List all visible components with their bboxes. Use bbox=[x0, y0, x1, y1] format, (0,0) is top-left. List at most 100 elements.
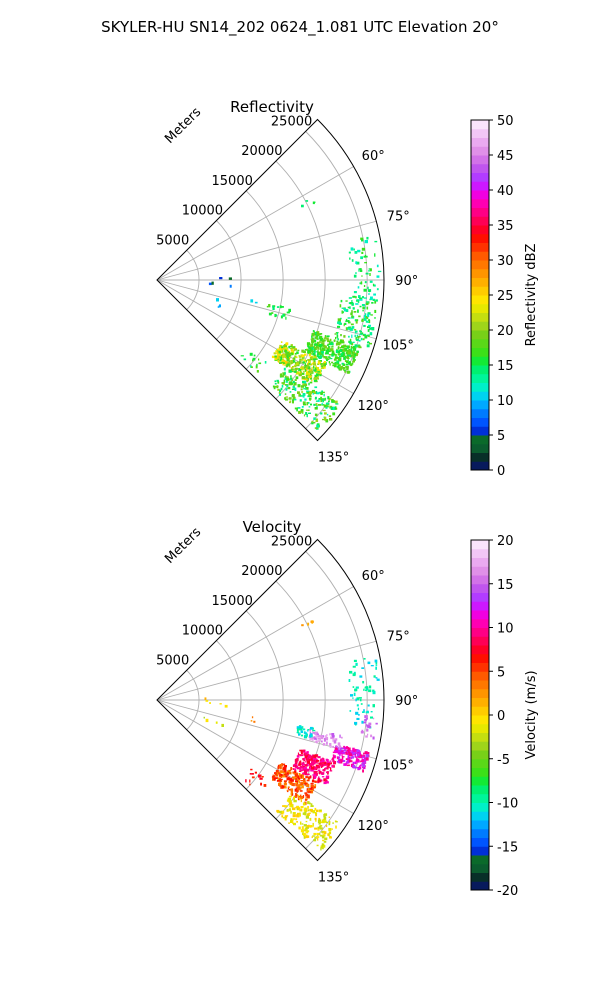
data-point bbox=[292, 386, 295, 388]
data-point bbox=[322, 355, 324, 357]
data-point bbox=[340, 299, 343, 303]
data-point bbox=[338, 358, 340, 361]
colorbar-segment bbox=[471, 277, 489, 287]
data-point bbox=[284, 375, 287, 378]
data-point bbox=[314, 737, 318, 740]
data-point bbox=[344, 369, 346, 372]
data-point bbox=[355, 766, 359, 769]
data-point bbox=[333, 358, 337, 361]
data-point bbox=[316, 376, 319, 379]
data-point bbox=[295, 784, 299, 786]
data-point bbox=[372, 690, 376, 695]
data-point bbox=[357, 753, 360, 756]
data-point bbox=[309, 391, 312, 395]
data-point bbox=[347, 317, 351, 319]
data-point bbox=[323, 840, 327, 843]
data-point bbox=[318, 391, 321, 394]
data-point bbox=[295, 376, 299, 380]
data-point bbox=[361, 667, 365, 669]
data-point bbox=[317, 404, 321, 406]
data-point bbox=[302, 394, 305, 398]
data-point bbox=[313, 377, 316, 380]
data-point bbox=[343, 357, 346, 360]
data-point bbox=[309, 728, 311, 732]
data-point bbox=[306, 783, 310, 788]
data-point bbox=[284, 363, 286, 366]
data-point bbox=[302, 393, 306, 396]
data-point bbox=[359, 752, 362, 756]
data-point bbox=[313, 354, 316, 357]
data-point bbox=[299, 395, 303, 397]
data-point bbox=[339, 357, 342, 360]
data-point bbox=[352, 326, 355, 329]
data-point bbox=[320, 734, 322, 737]
data-point bbox=[322, 418, 326, 421]
data-point bbox=[298, 781, 300, 783]
data-point bbox=[301, 749, 305, 752]
data-point bbox=[312, 201, 315, 205]
data-point bbox=[211, 281, 214, 285]
data-point bbox=[363, 334, 365, 337]
data-point bbox=[308, 754, 312, 759]
data-point bbox=[328, 816, 331, 818]
data-point bbox=[287, 363, 290, 366]
data-point bbox=[367, 733, 369, 736]
data-point bbox=[333, 755, 336, 759]
data-point bbox=[374, 317, 376, 319]
data-point bbox=[281, 355, 285, 359]
radial-tick-label: 20000 bbox=[241, 564, 282, 579]
data-point bbox=[313, 358, 316, 361]
data-point bbox=[341, 755, 344, 760]
data-point bbox=[275, 777, 279, 779]
data-point bbox=[314, 350, 316, 354]
data-point bbox=[364, 721, 366, 723]
data-point bbox=[306, 758, 310, 761]
data-point bbox=[341, 362, 344, 365]
colorbar-segment bbox=[471, 303, 489, 313]
data-point bbox=[345, 318, 348, 322]
data-point bbox=[363, 658, 366, 660]
data-point bbox=[309, 737, 312, 741]
data-point bbox=[271, 776, 276, 778]
panel-reflectivity: Reflectivity 5000 10000 15000 20000 25000 Mete… bbox=[156, 98, 539, 479]
data-point bbox=[304, 755, 308, 759]
data-point bbox=[337, 321, 339, 324]
data-point bbox=[328, 354, 331, 356]
data-point bbox=[316, 373, 319, 377]
data-point bbox=[321, 843, 324, 847]
colorbar-segment bbox=[471, 207, 489, 217]
data-point bbox=[299, 790, 303, 792]
data-point bbox=[323, 361, 326, 364]
data-point bbox=[362, 338, 365, 341]
radial-tick-label: 5000 bbox=[156, 653, 189, 668]
data-point bbox=[326, 771, 329, 774]
data-point bbox=[312, 729, 316, 732]
data-point bbox=[303, 757, 306, 761]
data-point bbox=[297, 795, 299, 799]
data-point bbox=[332, 363, 336, 365]
data-point bbox=[326, 337, 329, 341]
data-point bbox=[279, 784, 282, 787]
data-point bbox=[356, 749, 359, 752]
data-point bbox=[290, 810, 292, 814]
colorbar-segment bbox=[471, 190, 489, 200]
data-point bbox=[309, 767, 312, 770]
data-point bbox=[306, 794, 310, 798]
data-point bbox=[284, 349, 287, 353]
data-point bbox=[300, 780, 304, 782]
data-point bbox=[357, 336, 360, 339]
data-point bbox=[329, 760, 332, 762]
data-point bbox=[370, 665, 374, 667]
data-point bbox=[310, 784, 314, 788]
data-point bbox=[312, 393, 315, 395]
radial-tick-label: 15000 bbox=[212, 174, 253, 189]
data-point bbox=[290, 382, 294, 385]
data-point bbox=[375, 677, 378, 679]
data-point bbox=[345, 309, 349, 312]
data-point bbox=[321, 342, 325, 346]
data-point bbox=[318, 822, 321, 825]
data-point bbox=[315, 820, 317, 822]
data-point bbox=[289, 782, 292, 785]
data-point bbox=[314, 374, 318, 378]
data-point bbox=[332, 735, 335, 738]
